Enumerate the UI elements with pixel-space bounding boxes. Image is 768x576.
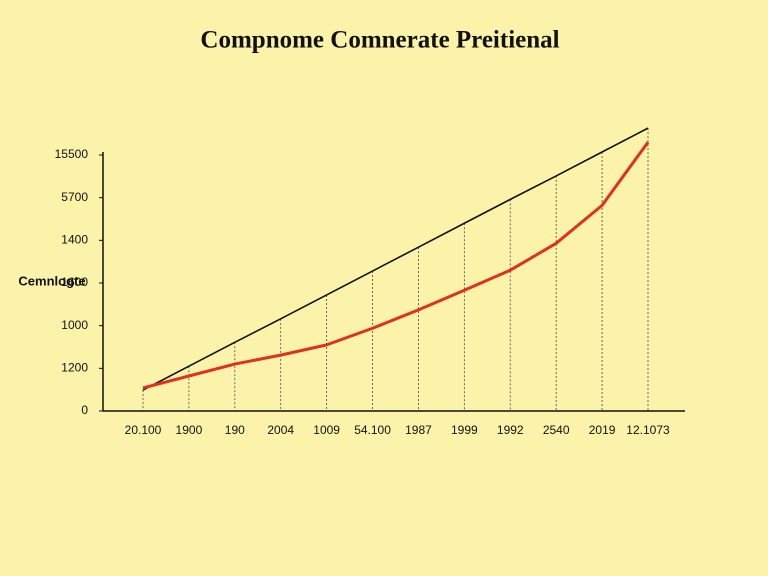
y-tick-label: 1400 (61, 233, 88, 247)
y-tick-label: 15500 (55, 147, 89, 161)
x-tick-label: 54.100 (354, 423, 391, 437)
y-tick-label: 1000 (61, 318, 88, 332)
x-tick-label: 1999 (451, 423, 478, 437)
x-tick-label: 2540 (543, 423, 570, 437)
chart-title: Compnome Comnerate Preitienal (200, 27, 559, 54)
y-tick-label: 1600 (61, 275, 88, 289)
x-tick-label: 20.100 (125, 423, 162, 437)
series-line (142, 141, 650, 390)
x-tick-label: 12.1073 (626, 423, 670, 437)
x-tick-label: 1009 (313, 423, 340, 437)
x-tick-label: 2004 (267, 423, 294, 437)
y-tick-label: 5700 (61, 190, 88, 204)
x-tick-label: 1900 (176, 423, 203, 437)
x-tick-label: 1992 (497, 423, 524, 437)
x-tick-label: 190 (225, 423, 245, 437)
x-tick-label: 1987 (405, 423, 432, 437)
y-axis-label: Cemnlogte (18, 273, 85, 288)
y-tick-label: 1200 (61, 361, 88, 375)
x-tick-label: 2019 (589, 423, 616, 437)
y-tick-label: 0 (81, 403, 88, 417)
series-line (142, 127, 649, 391)
